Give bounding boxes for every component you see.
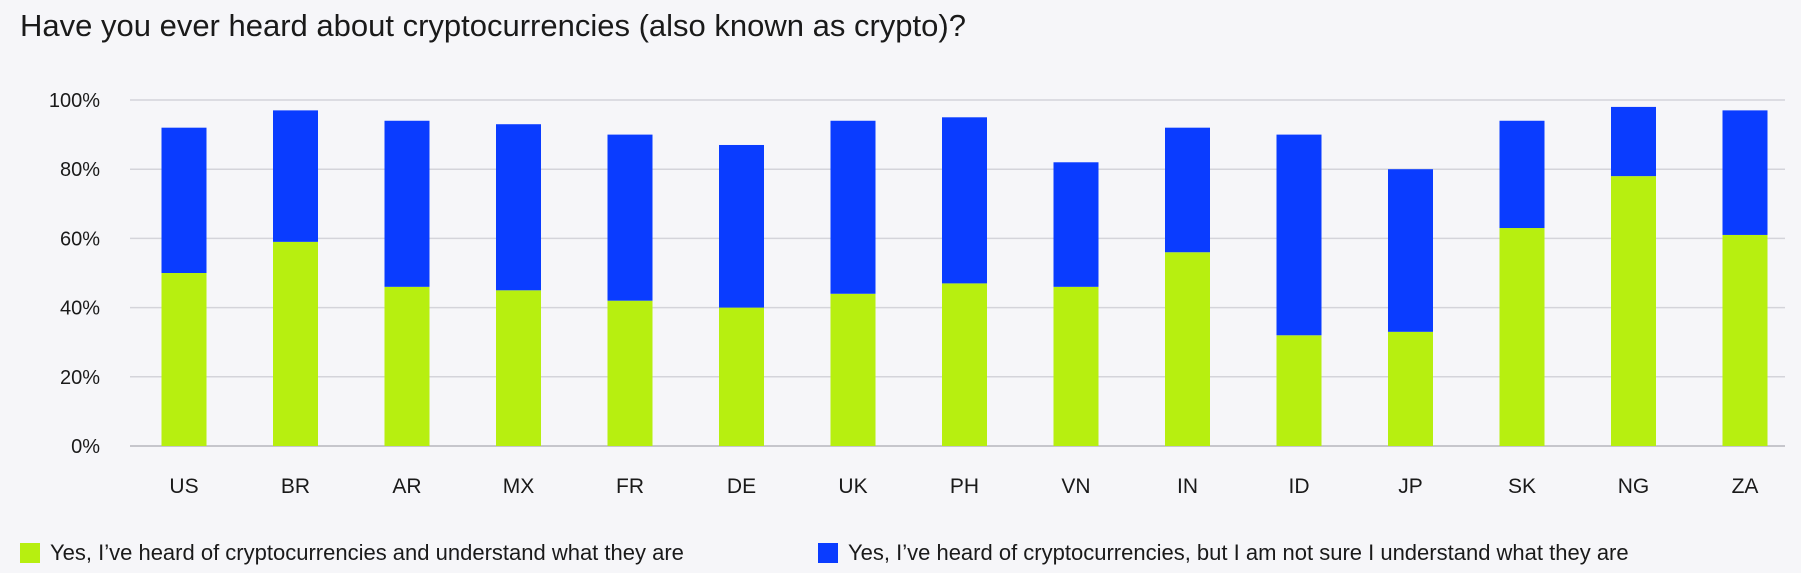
x-tick-label-fr: FR [616,475,644,498]
bar-ph-series-0 [942,283,987,446]
bar-ar-series-0 [384,286,430,446]
legend: Yes, I’ve heard of cryptocurrencies and … [0,540,1801,570]
bar-ar-series-1 [384,120,430,287]
x-axis-ticks: US BR AR MX FR DE UK PH VN IN ID JP SK NG ZA [169,475,1758,498]
bar-us-series-0 [161,273,207,446]
legend-label-not-sure: Yes, I’ve heard of cryptocurrencies, but… [848,540,1629,565]
bar-fr-series-1 [607,134,653,301]
bar-id-series-1 [1276,134,1322,336]
bar-za-series-0 [1722,234,1768,446]
bar-mx-series-1 [496,124,541,291]
legend-swatch-not-sure [818,543,838,563]
legend-label-understand: Yes, I’ve heard of cryptocurrencies and … [50,540,684,565]
bar-us-series-1 [161,127,207,274]
y-tick-label: 40% [60,298,100,320]
x-tick-label-ar: AR [392,475,421,498]
x-tick-label-in: IN [1177,475,1198,498]
y-tick-label: 80% [60,159,100,181]
bar-jp-series-0 [1388,331,1433,446]
bar-uk-series-1 [830,120,876,294]
x-tick-label-jp: JP [1398,475,1423,498]
y-tick-label: 100% [49,90,100,112]
x-tick-label-id: ID [1289,475,1310,498]
bar-vn-series-0 [1053,286,1099,446]
chart-title: Have you ever heard about cryptocurrenci… [20,8,966,43]
bar-br-series-1 [273,110,318,242]
bar-ng-series-0 [1611,176,1656,446]
x-tick-label-za: ZA [1732,475,1759,498]
bar-sk-series-1 [1499,120,1545,229]
bar-de-series-1 [719,144,764,308]
y-tick-label: 0% [71,436,100,458]
x-tick-label-vn: VN [1061,475,1090,498]
x-tick-label-mx: MX [503,475,535,498]
bar-id-series-0 [1276,335,1322,446]
bar-uk-series-0 [830,293,876,446]
bar-de-series-0 [719,307,764,446]
y-tick-label: 20% [60,367,100,389]
y-axis-ticks: 0% 20% 40% 60% 80% 100% [49,90,100,458]
bar-ph-series-1 [942,117,987,284]
x-tick-label-ph: PH [950,475,979,498]
x-tick-label-ng: NG [1618,475,1650,498]
x-tick-label-us: US [169,475,198,498]
x-tick-label-uk: UK [838,475,867,498]
bar-fr-series-0 [607,300,653,446]
bar-jp-series-1 [1388,169,1433,332]
stacked-bar-chart: 0% 20% 40% 60% 80% 100% US BR AR MX FR DE UK PH VN IN I… [49,90,1785,498]
bar-ng-series-1 [1611,106,1656,177]
bar-sk-series-0 [1499,228,1545,446]
legend-item-not-sure: Yes, I’ve heard of cryptocurrencies, but… [818,540,1629,566]
bar-in-series-0 [1165,252,1210,446]
bar-in-series-1 [1165,127,1210,253]
legend-swatch-understand [20,543,40,563]
bars [161,106,1768,446]
legend-item-understand: Yes, I’ve heard of cryptocurrencies and … [20,540,684,566]
bar-br-series-0 [273,241,318,446]
bar-za-series-1 [1722,110,1768,235]
x-tick-label-sk: SK [1508,475,1536,498]
x-tick-label-de: DE [727,475,756,498]
bar-mx-series-0 [496,290,541,446]
y-tick-label: 60% [60,228,100,250]
x-tick-label-br: BR [281,475,310,498]
bar-vn-series-1 [1053,162,1099,287]
